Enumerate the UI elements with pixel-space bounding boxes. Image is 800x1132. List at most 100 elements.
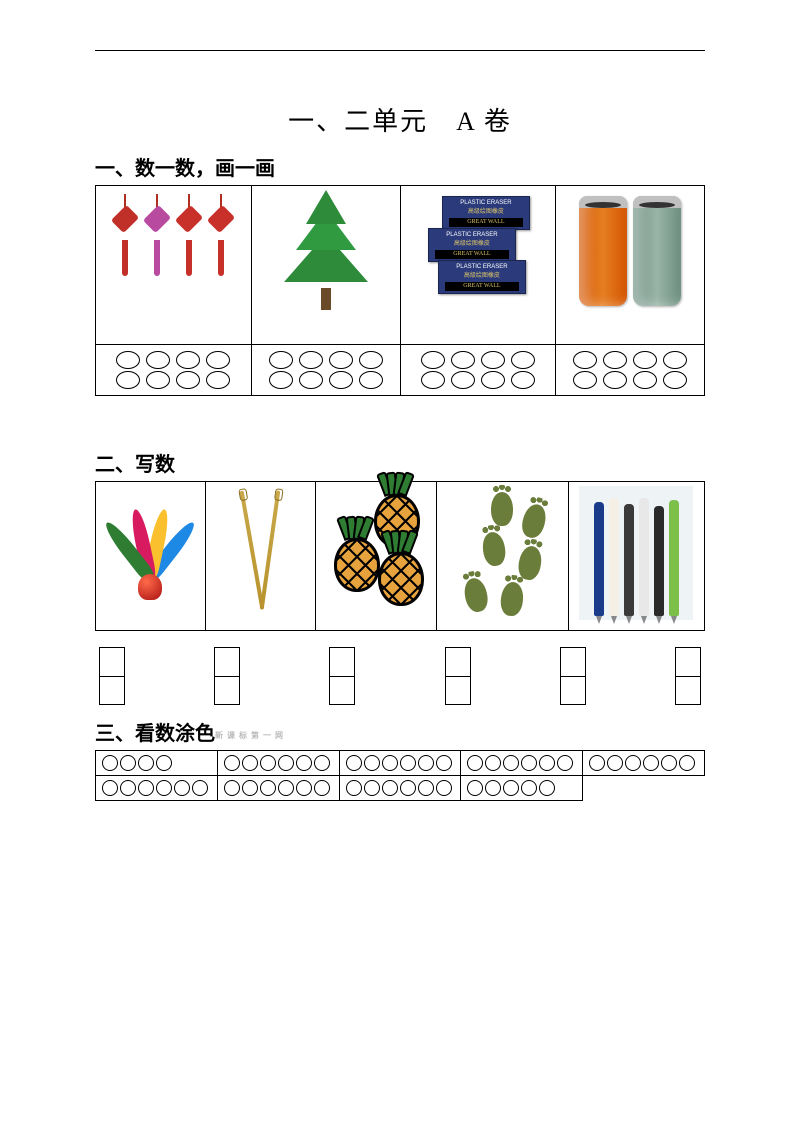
count-oval[interactable] [116,351,140,369]
color-circle[interactable] [102,755,118,771]
color-circle[interactable] [138,755,154,771]
count-oval[interactable] [481,351,505,369]
color-circle[interactable] [607,755,623,771]
count-oval[interactable] [359,371,383,389]
color-circle[interactable] [521,755,537,771]
page-title: 一、二单元 A 卷 [95,101,705,138]
color-circle[interactable] [589,755,605,771]
color-circle[interactable] [521,780,537,796]
color-circle[interactable] [625,755,641,771]
color-circle[interactable] [400,755,416,771]
color-circle[interactable] [643,755,659,771]
count-oval[interactable] [329,351,353,369]
color-circle[interactable] [224,780,240,796]
color-circle[interactable] [120,755,136,771]
count-oval[interactable] [299,371,323,389]
count-oval[interactable] [146,351,170,369]
color-circle[interactable] [436,780,452,796]
answer-box[interactable] [560,647,586,705]
color-circle[interactable] [467,755,483,771]
color-circle[interactable] [485,755,501,771]
color-circle[interactable] [382,755,398,771]
answer-box[interactable] [99,647,125,705]
count-oval[interactable] [451,371,475,389]
color-circle[interactable] [192,780,208,796]
answer-boxes [99,647,701,705]
color-circle[interactable] [346,755,362,771]
count-oval[interactable] [573,351,597,369]
count-oval[interactable] [116,371,140,389]
answer-box[interactable] [445,647,471,705]
color-circle[interactable] [364,755,380,771]
count-oval[interactable] [511,351,535,369]
color-circle[interactable] [174,780,190,796]
count-oval[interactable] [206,371,230,389]
eraser-icon: PLASTIC ERASER高级绘图橡皮GREAT WALL [428,228,516,262]
count-oval[interactable] [633,371,657,389]
color-circle[interactable] [400,780,416,796]
color-circle[interactable] [296,755,312,771]
footprint-icon [462,576,491,614]
chinese-knot-icon [177,194,201,276]
color-circle[interactable] [102,780,118,796]
count-oval[interactable] [299,351,323,369]
count-oval[interactable] [663,351,687,369]
color-circle[interactable] [224,755,240,771]
color-circle[interactable] [278,755,294,771]
color-circle[interactable] [661,755,677,771]
color-circle[interactable] [539,755,555,771]
color-circle[interactable] [314,755,330,771]
count-oval[interactable] [481,371,505,389]
pineapple-icon [378,546,418,602]
answer-box[interactable] [329,647,355,705]
color-circle[interactable] [260,780,276,796]
color-circle[interactable] [364,780,380,796]
color-circle[interactable] [467,780,483,796]
count-oval[interactable] [176,371,200,389]
answer-box[interactable] [675,647,701,705]
color-circle[interactable] [156,780,172,796]
color-circle[interactable] [242,755,258,771]
color-circle[interactable] [260,755,276,771]
count-oval[interactable] [511,371,535,389]
count-oval[interactable] [176,351,200,369]
color-circle[interactable] [418,780,434,796]
cell-needles [205,482,315,631]
answer-box[interactable] [214,647,240,705]
count-oval[interactable] [269,351,293,369]
oval-cell [251,345,400,396]
count-oval[interactable] [206,351,230,369]
footprint-icon [481,531,508,568]
color-circle[interactable] [382,780,398,796]
color-circle[interactable] [138,780,154,796]
count-oval[interactable] [603,371,627,389]
count-oval[interactable] [421,371,445,389]
color-circle[interactable] [485,780,501,796]
color-circle[interactable] [503,755,519,771]
color-circle[interactable] [557,755,573,771]
count-oval[interactable] [329,371,353,389]
color-circle[interactable] [436,755,452,771]
count-oval[interactable] [269,371,293,389]
oval-cell [556,345,705,396]
color-circle[interactable] [278,780,294,796]
count-oval[interactable] [663,371,687,389]
color-circle[interactable] [120,780,136,796]
color-circle[interactable] [296,780,312,796]
count-oval[interactable] [573,371,597,389]
color-circle[interactable] [503,780,519,796]
color-circle[interactable] [679,755,695,771]
count-oval[interactable] [603,351,627,369]
count-oval[interactable] [633,351,657,369]
count-oval[interactable] [451,351,475,369]
count-oval[interactable] [359,351,383,369]
color-circle[interactable] [346,780,362,796]
color-circle[interactable] [418,755,434,771]
color-circle[interactable] [156,755,172,771]
color-circle[interactable] [314,780,330,796]
color-circle[interactable] [242,780,258,796]
section3-heading: 三、看数涂色新 课 标 第 一 网 [95,717,705,746]
count-oval[interactable] [421,351,445,369]
count-oval[interactable] [146,371,170,389]
color-circle[interactable] [539,780,555,796]
